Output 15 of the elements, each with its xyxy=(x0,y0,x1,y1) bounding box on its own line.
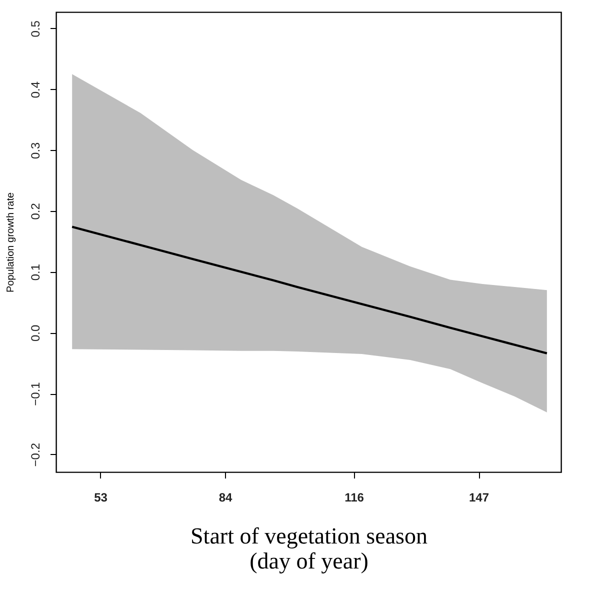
y-tick-label: 0.1 xyxy=(28,264,42,281)
y-tick-label: −0.2 xyxy=(28,442,42,467)
x-tick-label: 53 xyxy=(94,490,108,504)
y-axis-title: Population growth rate xyxy=(6,192,16,293)
x-tick-label: 147 xyxy=(468,490,490,504)
x-tick-label: 116 xyxy=(344,490,364,504)
y-tick-label: 0.5 xyxy=(28,20,42,38)
y-tick-label: 0.2 xyxy=(28,202,42,220)
x-tick-label: 84 xyxy=(218,490,232,504)
y-tick-label: 0.0 xyxy=(28,324,42,342)
x-axis-title: Start of vegetation season (day of year) xyxy=(190,524,428,574)
y-tick-label: −0.1 xyxy=(28,382,42,406)
y-tick-label: 0.3 xyxy=(28,142,42,159)
y-tick-label: 0.4 xyxy=(28,81,42,98)
line-series xyxy=(70,226,548,354)
